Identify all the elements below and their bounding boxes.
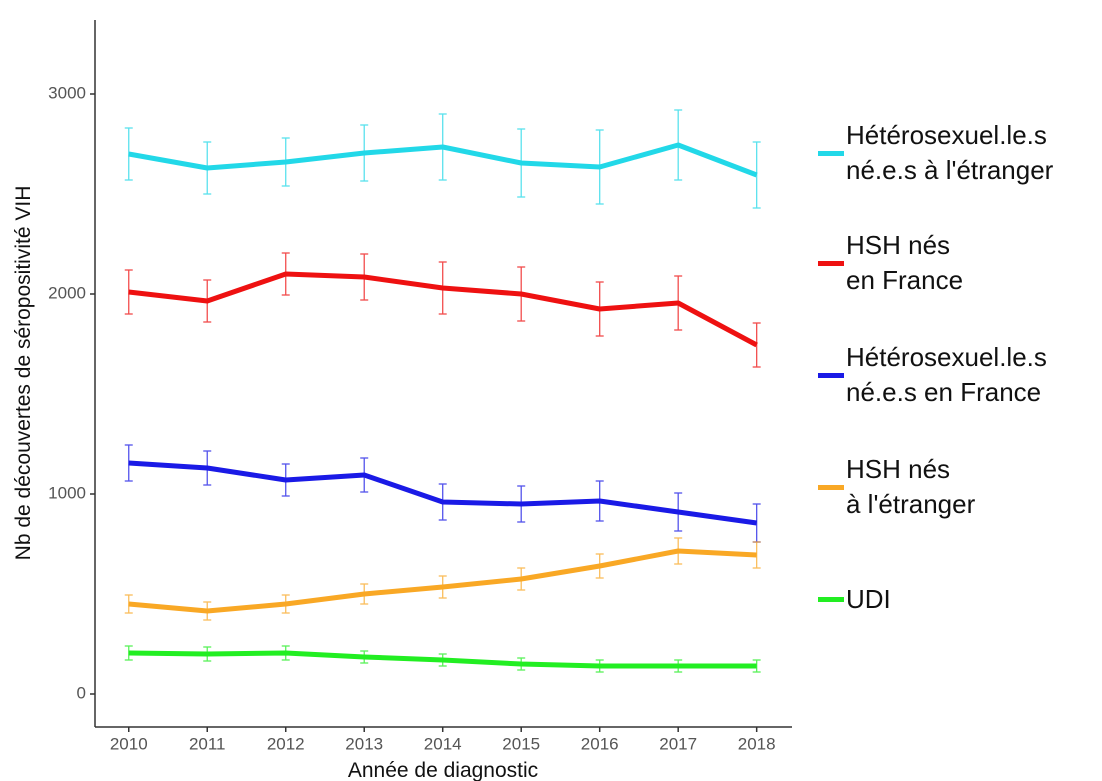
legend: Hétérosexuel.le.s né.e.s à l'étranger HSH… [818, 0, 1102, 781]
legend-entry: HSH nés à l'étranger [818, 452, 975, 522]
series-line [128, 271, 758, 348]
x-tick-label: 2017 [659, 734, 697, 753]
y-tick-label: 0 [77, 683, 86, 702]
x-tick-label: 2016 [581, 734, 619, 753]
legend-label: Hétérosexuel.le.s né.e.s à l'étranger [846, 120, 1054, 185]
legend-label: HSH nés en France [846, 230, 964, 295]
y-tick-label: 2000 [48, 283, 86, 302]
legend-swatch [818, 484, 844, 490]
x-tick-label: 2018 [738, 734, 776, 753]
legend-swatch [818, 260, 844, 266]
legend-swatch [818, 150, 844, 156]
y-tick-label: 3000 [48, 83, 86, 102]
series-line [128, 142, 758, 178]
series-line [128, 548, 757, 614]
legend-swatch [818, 597, 844, 602]
x-tick-label: 2012 [267, 734, 305, 753]
legend-entry: Hétérosexuel.le.s né.e.s en France [818, 340, 1047, 410]
legend-entry: HSH nés en France [818, 228, 963, 298]
legend-swatch [818, 372, 844, 378]
legend-label: HSH nés à l'étranger [846, 454, 976, 519]
x-tick-label: 2011 [189, 734, 226, 753]
x-tick-label: 2010 [110, 734, 148, 753]
series-line [128, 650, 757, 669]
legend-entry: Hétérosexuel.le.s né.e.s à l'étranger [818, 118, 1053, 188]
legend-entry: UDI [818, 582, 891, 617]
x-tick-label: 2014 [424, 734, 462, 753]
x-axis-label: Année de diagnostic [348, 759, 538, 781]
series-line [128, 460, 758, 526]
y-axis-label: Nb de découvertes de séropositivité VIH [12, 186, 35, 561]
legend-label: UDI [846, 584, 891, 614]
y-tick-label: 1000 [48, 483, 86, 502]
x-tick-label: 2013 [345, 734, 383, 753]
legend-label: Hétérosexuel.le.s né.e.s en France [846, 342, 1047, 407]
x-tick-label: 2015 [502, 734, 540, 753]
